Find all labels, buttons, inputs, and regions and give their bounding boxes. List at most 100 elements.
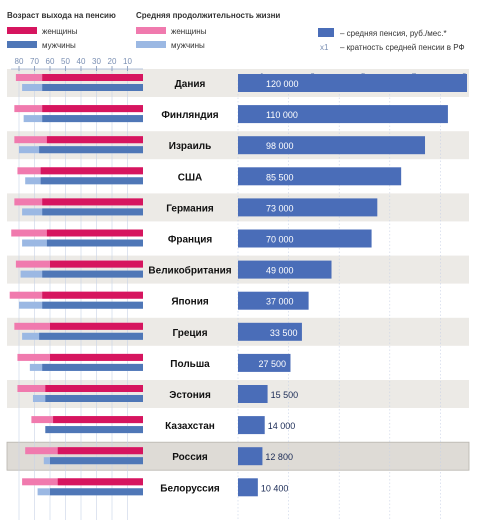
men-retire-bar [40, 177, 144, 185]
men-retire-bar [45, 426, 143, 434]
age-tick-label: 40 [77, 57, 86, 66]
men-retire-bar [42, 115, 143, 123]
pension-value-label: 14 000 [268, 421, 296, 431]
legend-pension-swatch [318, 28, 334, 37]
pension-value-label: 27 500 [258, 359, 286, 369]
legend-pension-label: – средняя пенсия, руб./мес.* [340, 29, 447, 38]
country-row: Казахстан 14 000 [31, 416, 296, 435]
pension-value-label: 85 500 [266, 172, 294, 182]
men-retire-bar [42, 363, 143, 371]
legend-women-label: женщины [42, 27, 78, 36]
country-name: Дания [175, 79, 206, 90]
country-row: США 85 500 [17, 167, 402, 186]
country-name: Россия [172, 452, 208, 463]
country-name: Белоруссия [160, 483, 220, 494]
country-name: Греция [172, 328, 207, 339]
country-row: Израиль 98 000 [14, 136, 426, 155]
country-name: США [178, 172, 203, 183]
women-retire-bar [50, 260, 143, 268]
men-retire-bar [42, 208, 143, 216]
pension-bar [238, 385, 268, 403]
country-row: Польша 27 500 [17, 353, 291, 372]
country-rows: Дания 120 000 Финляндия 110 000 Израиль 98 00… [9, 74, 467, 497]
pension-value-label: 120 000 [266, 79, 299, 89]
pension-bar [238, 229, 372, 248]
pension-bar [238, 478, 258, 497]
legend-women-life-label: женщины [171, 27, 207, 36]
pension-value-label: 98 000 [266, 141, 294, 151]
country-name: Казахстан [165, 421, 215, 432]
country-name: Великобритания [148, 265, 231, 277]
women-retire-bar [50, 353, 143, 361]
legend-men-label: мужчины [42, 41, 76, 50]
country-row: Великобритания 49 000 [15, 260, 332, 279]
age-tick-label: 80 [15, 57, 24, 66]
pension-value-label: 33 500 [270, 328, 298, 338]
country-row: Белоруссия 10 400 [22, 478, 289, 497]
pension-value-label: 49 000 [266, 266, 294, 276]
men-retire-bar [50, 457, 143, 465]
country-name: Польша [170, 359, 210, 370]
women-retire-bar [42, 291, 143, 299]
pension-bar [238, 198, 378, 217]
age-tick-label: 10 [123, 57, 132, 66]
men-retire-bar [42, 301, 143, 309]
country-row: Финляндия 110 000 [14, 105, 448, 124]
pension-bar [238, 260, 332, 279]
pension-value-label: 12 800 [265, 452, 293, 462]
pension-value-label: 10 400 [261, 483, 289, 493]
age-tick-label: 60 [46, 57, 55, 66]
men-retire-bar [50, 488, 143, 496]
country-row: Россия 12 800 [25, 447, 293, 466]
women-retire-bar [57, 478, 143, 486]
legend-men-life-swatch [136, 41, 166, 48]
country-row: Дания 120 000 [15, 74, 467, 92]
legend-women-life-swatch [136, 27, 166, 34]
legend-women-retire-swatch [7, 27, 37, 34]
women-retire-bar [42, 74, 143, 81]
pension-value-label: 37 000 [266, 297, 294, 307]
pension-bar [238, 416, 265, 435]
men-retire-bar [42, 270, 143, 278]
age-tick-label: 70 [30, 57, 39, 66]
age-tick-label: 30 [92, 57, 101, 66]
age-tick-label: 50 [61, 57, 70, 66]
men-retire-bar [45, 395, 143, 402]
pension-bar [238, 322, 302, 341]
women-retire-bar [42, 198, 143, 206]
pension-bar [238, 136, 426, 155]
men-retire-bar [39, 332, 143, 340]
country-row: Германия 73 000 [14, 198, 378, 217]
women-retire-bar [46, 229, 143, 237]
pension-value-label: 15 500 [271, 390, 299, 400]
country-name: Финляндия [161, 110, 218, 121]
pension-bar [238, 447, 263, 466]
legend-men-retire-swatch [7, 41, 37, 48]
women-retire-bar [57, 447, 143, 455]
country-name: Франция [168, 235, 213, 246]
pension-bar [238, 167, 402, 186]
country-name: Япония [171, 297, 209, 308]
women-retire-bar [42, 105, 143, 113]
pension-bar [238, 74, 467, 92]
pension-value-label: 73 000 [266, 203, 294, 213]
pension-value-label: 70 000 [266, 235, 294, 245]
age-tick-label: 20 [108, 57, 117, 66]
country-name: Германия [166, 203, 214, 214]
legend-multiple-symbol: x1 [320, 43, 329, 52]
women-retire-bar [53, 416, 143, 424]
men-retire-bar [39, 146, 143, 154]
legend-life-title: Средняя продолжительность жизни [136, 11, 280, 20]
country-name: Израиль [169, 141, 211, 152]
country-row: Эстония 15 500 [17, 385, 298, 403]
pension-bar [238, 291, 309, 310]
legend-men-life-label: мужчины [171, 41, 205, 50]
pension-value-label: 110 000 [266, 110, 298, 120]
men-retire-bar [46, 239, 143, 247]
women-retire-bar [45, 385, 143, 392]
women-retire-bar [46, 136, 143, 144]
pension-bar [238, 105, 448, 124]
legend-retirement-title: Возраст выхода на пенсию [7, 11, 116, 20]
